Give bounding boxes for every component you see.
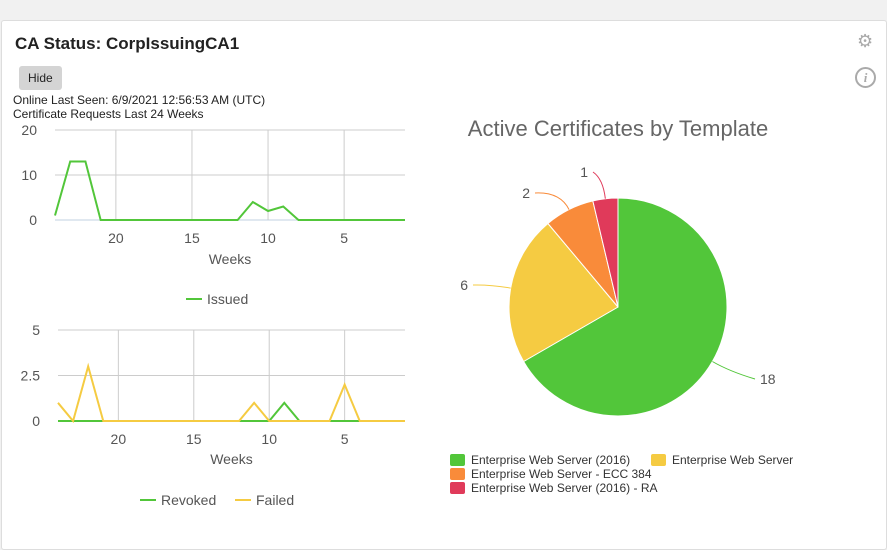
online-last-seen: Online Last Seen: 6/9/2021 12:56:53 AM (… — [13, 93, 266, 107]
y-tick-label: 0 — [29, 212, 37, 228]
hide-button[interactable]: Hide — [19, 66, 62, 90]
pie-data-label: 18 — [760, 371, 776, 387]
x-tick-label: 5 — [340, 230, 348, 246]
series-line-issued — [54, 160, 405, 221]
x-axis-label: Weeks — [209, 251, 252, 267]
pie-data-label: 1 — [580, 164, 588, 180]
pie-label-connector — [472, 284, 511, 289]
pie-data-label: 6 — [460, 277, 468, 293]
y-tick-label: 20 — [21, 122, 37, 138]
x-tick-label: 5 — [341, 431, 349, 447]
pie-title: Active Certificates by Template — [468, 116, 768, 141]
pie-label-connector — [712, 361, 756, 380]
x-tick-label: 10 — [261, 431, 277, 447]
x-axis-label: Weeks — [210, 451, 253, 467]
requests-caption: Certificate Requests Last 24 Weeks — [13, 107, 204, 121]
pie-label-connector — [592, 171, 606, 199]
legend-label: Revoked — [161, 492, 216, 508]
legend-swatch — [651, 454, 666, 466]
y-tick-label: 10 — [21, 167, 37, 183]
legend-swatch — [450, 454, 465, 466]
x-tick-label: 20 — [108, 230, 124, 246]
x-tick-label: 15 — [184, 230, 200, 246]
y-tick-label: 0 — [32, 413, 40, 429]
x-tick-label: 20 — [111, 431, 127, 447]
legend-label: Failed — [256, 492, 294, 508]
legend-swatch — [450, 482, 465, 494]
legend-label: Enterprise Web Server (2016) — [471, 453, 630, 467]
gear-icon[interactable]: ⚙ — [857, 31, 874, 51]
legend-label: Enterprise Web Server (2016) - RA — [471, 481, 658, 495]
info-icon[interactable]: i — [855, 67, 876, 88]
legend-label: Enterprise Web Server - ECC 384 — [471, 467, 652, 481]
pie-slice — [522, 197, 728, 417]
series-line-failed — [57, 362, 405, 424]
legend-label: Enterprise Web Server — [672, 453, 793, 467]
ca-status-panel: CA Status: CorpIssuingCA1 Hide Online La… — [1, 20, 887, 550]
pie-label-connector — [534, 192, 570, 210]
y-tick-label: 2.5 — [21, 368, 41, 384]
panel-title: CA Status: CorpIssuingCA1 — [15, 34, 240, 53]
legend-label: Issued — [207, 291, 248, 307]
pie-data-label: 2 — [522, 185, 530, 201]
legend-swatch — [450, 468, 465, 480]
x-tick-label: 10 — [260, 230, 276, 246]
x-tick-label: 15 — [186, 431, 202, 447]
y-tick-label: 5 — [32, 322, 40, 338]
